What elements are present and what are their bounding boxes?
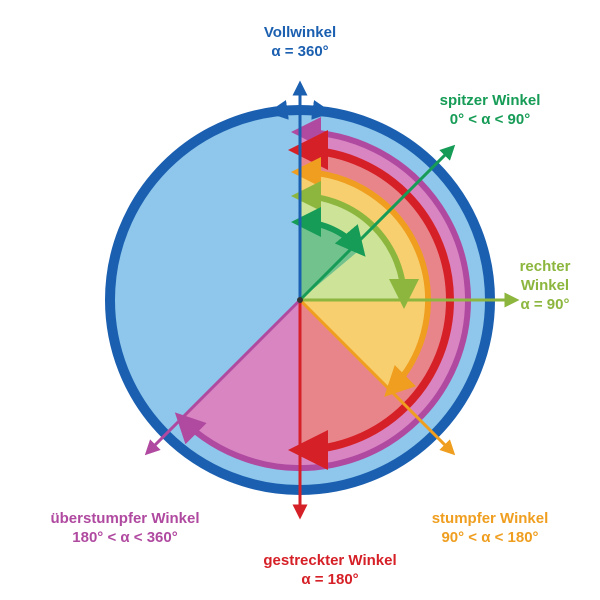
label-reflex-angle: überstumpfer Winkel 180° < α < 360° — [50, 510, 199, 548]
label-acute-angle: spitzer Winkel 0° < α < 90° — [440, 92, 541, 130]
label-line1: spitzer Winkel — [440, 92, 541, 109]
label-line2: Winkel — [521, 277, 569, 294]
label-straight-angle: gestreckter Winkel α = 180° — [263, 552, 396, 590]
label-line1: Vollwinkel — [264, 24, 336, 41]
label-obtuse-angle: stumpfer Winkel 90° < α < 180° — [432, 510, 549, 548]
label-line2: 0° < α < 90° — [450, 111, 530, 128]
center-point — [297, 297, 303, 303]
label-line2: 90° < α < 180° — [441, 529, 538, 546]
label-line2: α = 180° — [301, 571, 358, 588]
angle-diagram: Vollwinkel α = 360° spitzer Winkel 0° < α … — [0, 0, 600, 600]
label-line2: α = 360° — [271, 43, 328, 60]
label-line1: rechter — [520, 258, 571, 275]
label-line1: gestreckter Winkel — [263, 552, 396, 569]
full-angle-indicator — [274, 110, 327, 112]
label-line3: α = 90° — [520, 296, 569, 313]
label-line1: stumpfer Winkel — [432, 510, 549, 527]
label-line1: überstumpfer Winkel — [50, 510, 199, 527]
label-line2: 180° < α < 360° — [72, 529, 177, 546]
label-full-angle: Vollwinkel α = 360° — [264, 24, 336, 62]
label-right-angle: rechter Winkel α = 90° — [520, 258, 571, 314]
